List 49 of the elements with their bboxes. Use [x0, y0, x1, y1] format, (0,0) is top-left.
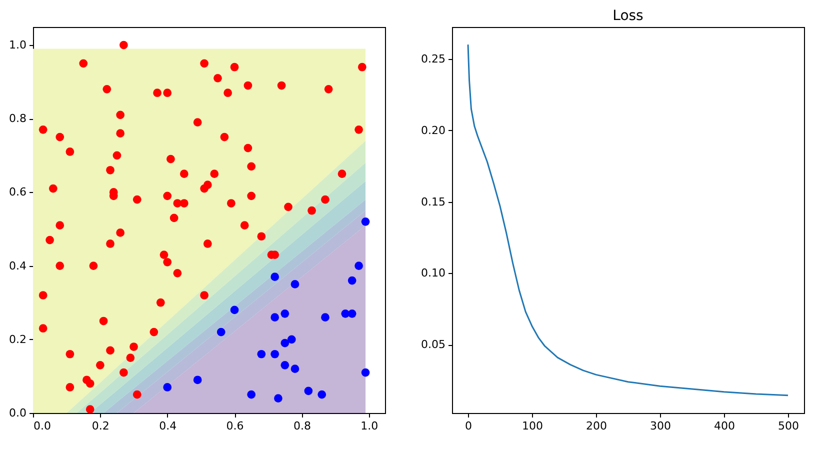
point: [304, 386, 313, 396]
y-tick-label: 0.05: [421, 338, 446, 352]
x-tick-label: 500: [778, 420, 799, 432]
x-tick-label: 0.4: [159, 420, 177, 432]
y-tick-label: 0.4: [9, 259, 26, 272]
x-tick-label: 100: [522, 420, 543, 432]
point: [361, 368, 370, 377]
point: [321, 313, 330, 322]
point: [361, 217, 370, 226]
y-tick-label: 0.10: [421, 266, 446, 280]
point: [230, 306, 239, 314]
point: [163, 383, 172, 392]
y-tick-label: 0.8: [9, 112, 26, 126]
y-tick-label: 0.15: [421, 195, 446, 208]
point: [280, 338, 290, 348]
y-tick-label: 0.6: [9, 186, 26, 199]
y-tick-label: 0.2: [9, 332, 26, 346]
point: [348, 276, 356, 285]
point: [270, 272, 280, 282]
point: [193, 376, 202, 384]
point: [348, 309, 356, 318]
x-tick-label: 400: [714, 420, 735, 432]
point: [287, 335, 296, 344]
y-tick-label: 0.25: [421, 52, 446, 66]
y-tick-label: 0.20: [421, 124, 446, 137]
point: [290, 280, 300, 288]
line-series: [467, 44, 789, 396]
y-tick-label: 1.0: [9, 38, 26, 52]
point: [290, 364, 300, 374]
point: [354, 262, 363, 270]
point: [216, 328, 226, 336]
x-tick-label: 0.6: [226, 420, 244, 432]
x-tick-label: 200: [586, 420, 607, 432]
x-tick-label: 0.8: [293, 420, 311, 432]
point: [280, 309, 290, 318]
point: [270, 313, 280, 322]
x-tick-label: 0: [465, 420, 472, 432]
x-tick-label: 0.2: [92, 420, 110, 432]
point: [257, 350, 266, 358]
x-tick-label: 0.0: [34, 420, 51, 432]
point: [247, 390, 256, 399]
y-tick-label: 0.0: [9, 406, 26, 420]
x-tick-label: 1.0: [360, 420, 378, 432]
chart-title: Loss: [612, 8, 644, 24]
point: [274, 394, 282, 402]
point: [318, 390, 326, 399]
x-tick-label: 300: [650, 420, 671, 432]
point: [280, 360, 290, 370]
point: [270, 350, 280, 358]
